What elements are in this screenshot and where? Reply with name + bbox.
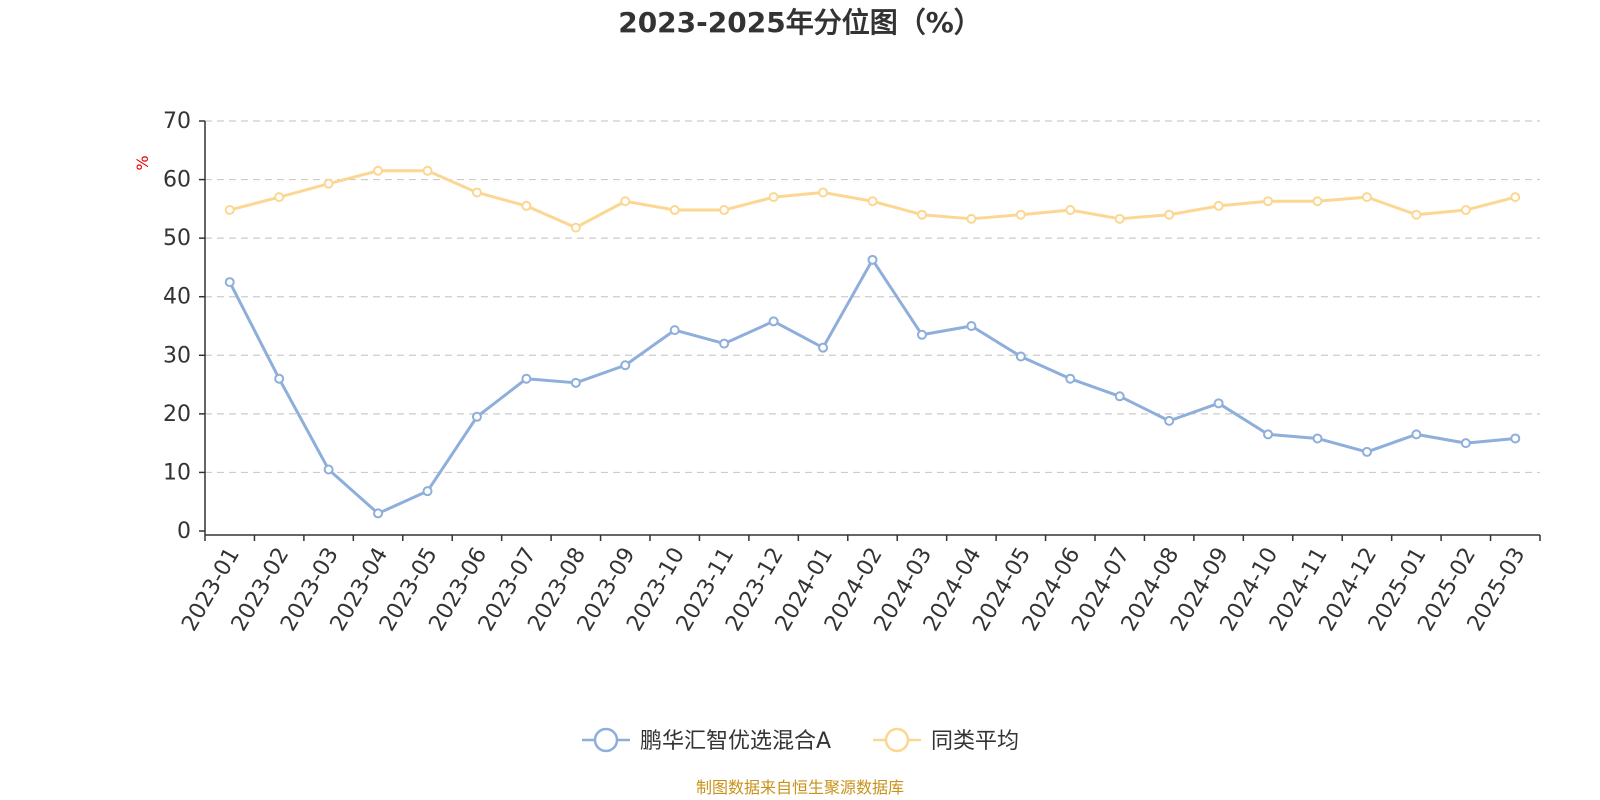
y-axis-unit-label: %	[133, 155, 152, 170]
data-point[interactable]	[1065, 205, 1076, 216]
data-point[interactable]	[471, 411, 482, 422]
series-line	[228, 258, 1516, 515]
data-point[interactable]	[274, 192, 285, 203]
data-point[interactable]	[1213, 200, 1224, 211]
data-point[interactable]	[916, 209, 927, 220]
legend-marker-icon	[593, 727, 619, 753]
y-tick-label: 10	[163, 460, 191, 485]
data-point[interactable]	[323, 178, 334, 189]
data-point[interactable]	[966, 213, 977, 224]
data-point[interactable]	[818, 187, 829, 198]
data-point[interactable]	[1460, 205, 1471, 216]
data-point[interactable]	[521, 373, 532, 384]
axes: 0102030405060702023-012023-022023-032023…	[163, 109, 1541, 636]
data-point[interactable]	[966, 321, 977, 331]
legend-label: 鹏华汇智优选混合A	[640, 729, 831, 754]
data-point[interactable]	[1065, 373, 1076, 384]
data-point[interactable]	[1312, 433, 1323, 444]
legend-marker-icon	[884, 727, 910, 753]
data-point[interactable]	[570, 377, 581, 388]
data-point[interactable]	[274, 373, 285, 384]
data-point[interactable]	[768, 316, 779, 327]
data-point[interactable]	[1015, 351, 1026, 362]
data-point[interactable]	[570, 222, 581, 233]
data-point[interactable]	[224, 205, 235, 216]
data-point[interactable]	[1510, 192, 1521, 203]
data-point[interactable]	[373, 165, 384, 176]
data-point[interactable]	[719, 338, 730, 349]
y-tick-label: 60	[163, 168, 191, 193]
legend: 鹏华汇智优选混合A 同类平均	[582, 727, 1019, 754]
data-point[interactable]	[669, 325, 680, 336]
data-point[interactable]	[867, 254, 878, 265]
y-tick-label: 40	[163, 285, 191, 310]
source-note: 制图数据来自恒生聚源数据库	[696, 778, 904, 797]
data-point[interactable]	[1164, 209, 1175, 220]
data-point[interactable]	[224, 277, 235, 288]
data-point[interactable]	[620, 196, 631, 207]
legend-item[interactable]: 同类平均	[873, 727, 1019, 754]
data-point[interactable]	[1114, 391, 1125, 402]
y-tick-label: 70	[163, 109, 191, 134]
data-point[interactable]	[818, 342, 829, 353]
data-point[interactable]	[1263, 196, 1274, 207]
data-point[interactable]	[1213, 398, 1224, 409]
legend-item[interactable]: 鹏华汇智优选混合A	[582, 727, 831, 754]
data-point[interactable]	[768, 192, 779, 203]
series-0	[224, 254, 1521, 519]
data-point[interactable]	[1312, 196, 1323, 207]
data-point[interactable]	[422, 165, 433, 176]
legend-label: 同类平均	[931, 729, 1019, 754]
data-point[interactable]	[1015, 209, 1026, 220]
data-point[interactable]	[719, 205, 730, 216]
data-point[interactable]	[521, 200, 532, 211]
data-point[interactable]	[620, 360, 631, 371]
data-point[interactable]	[1263, 429, 1274, 440]
y-tick-label: 50	[163, 226, 191, 251]
data-point[interactable]	[1361, 192, 1372, 203]
data-point[interactable]	[1460, 438, 1471, 449]
data-point[interactable]	[422, 486, 433, 497]
y-tick-label: 30	[163, 343, 191, 368]
y-tick-label: 0	[177, 519, 191, 544]
data-point[interactable]	[1114, 213, 1125, 224]
series-1	[224, 165, 1521, 233]
data-point[interactable]	[471, 187, 482, 198]
data-point[interactable]	[1411, 209, 1422, 220]
data-point[interactable]	[1510, 433, 1521, 444]
y-tick-label: 20	[163, 402, 191, 427]
data-point[interactable]	[916, 329, 927, 340]
data-point[interactable]	[323, 464, 334, 475]
data-point[interactable]	[1361, 446, 1372, 457]
chart-title: 2023-2025年分位图（%）	[618, 6, 982, 39]
data-point[interactable]	[669, 205, 680, 216]
data-point[interactable]	[1164, 415, 1175, 426]
series-lines	[224, 165, 1521, 519]
data-point[interactable]	[373, 508, 384, 519]
data-point[interactable]	[867, 196, 878, 207]
grid-lines	[205, 120, 1540, 474]
data-point[interactable]	[1411, 429, 1422, 440]
